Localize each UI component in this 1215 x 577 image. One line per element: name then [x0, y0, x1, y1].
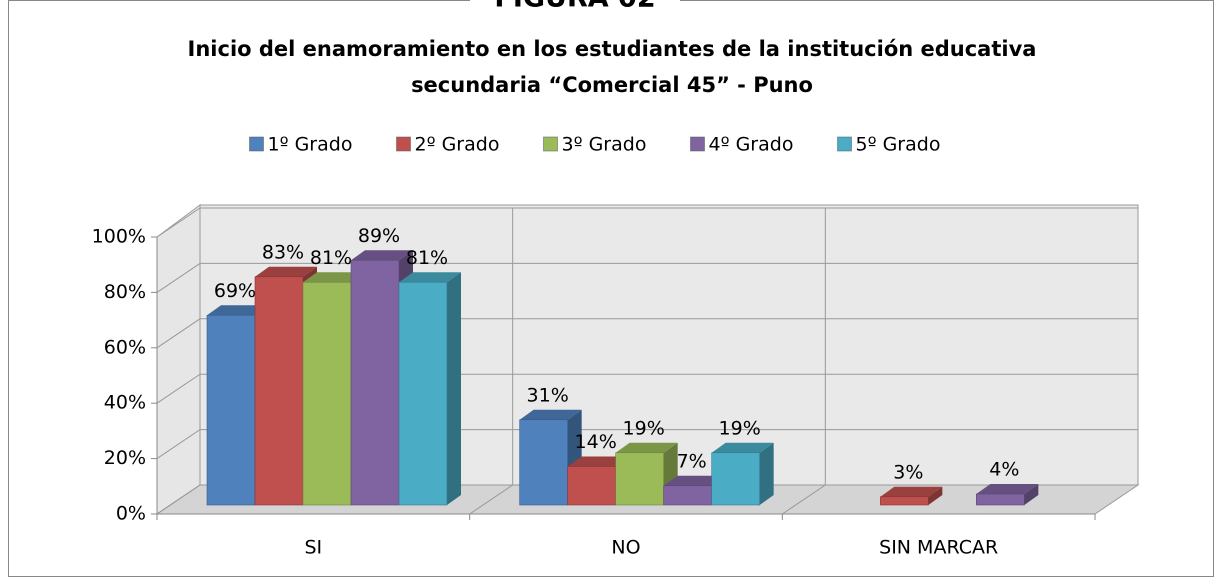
bar [398, 272, 461, 506]
bar [567, 456, 630, 506]
legend-swatch [543, 136, 558, 152]
bar-face [447, 272, 461, 505]
legend-swatch [249, 136, 264, 152]
bar-face [663, 475, 726, 486]
bar-face [519, 409, 582, 420]
bar-face [351, 250, 413, 261]
y-tick-label: 40% [104, 392, 146, 414]
bar-face [928, 486, 943, 505]
side-wall [156, 204, 201, 515]
legend-label: 3º Grado [562, 134, 647, 156]
bar-face [350, 259, 400, 506]
y-tick-label: 20% [104, 447, 146, 469]
y-tick-label: 100% [92, 226, 146, 248]
bar-face [206, 314, 256, 506]
bar-face [976, 493, 1025, 506]
x-tick-label: SI [304, 537, 322, 559]
bar-face [880, 496, 929, 506]
legend-label: 5º Grado [856, 134, 941, 156]
bar-face [880, 486, 943, 497]
legend-label: 1º Grado [268, 134, 353, 156]
bar-face [615, 452, 664, 506]
bar-face [567, 466, 616, 506]
y-tick-label: 60% [104, 336, 146, 358]
data-label: 81% [310, 247, 352, 269]
bar [711, 442, 774, 506]
bar-face [976, 484, 1039, 494]
divider [782, 484, 826, 515]
bar-face [567, 456, 630, 467]
bar-face [615, 442, 678, 453]
bar-face [519, 419, 568, 506]
data-label: 7% [677, 450, 707, 472]
divider [469, 484, 513, 515]
bar-face [663, 485, 712, 506]
data-label: 83% [262, 241, 304, 263]
x-tick-label: SIN MARCAR [879, 537, 998, 559]
x-tick-label: NO [611, 537, 640, 559]
bar [976, 484, 1039, 506]
data-label: 3% [893, 461, 923, 483]
data-label: 19% [623, 417, 665, 439]
bar [880, 486, 943, 506]
bar-face [398, 281, 448, 506]
legend-label: 2º Grado [415, 134, 500, 156]
legend-swatch [690, 136, 705, 152]
bar [519, 409, 582, 506]
bar-face [254, 276, 304, 506]
y-tick-label: 0% [116, 503, 146, 525]
bar-face [399, 272, 461, 283]
bar-face [255, 266, 317, 277]
chart-title: secundaria “Comercial 45” - Puno [411, 73, 813, 97]
bar-face [711, 442, 774, 453]
data-label: 69% [214, 280, 256, 302]
data-label: 89% [358, 225, 400, 247]
bar-face [1024, 484, 1039, 505]
bar-face [207, 305, 269, 316]
heading-bg [470, 0, 680, 12]
legend-swatch [837, 136, 852, 152]
y-tick-label: 80% [104, 281, 146, 303]
legend-label: 4º Grado [709, 134, 794, 156]
heading: FIGURA 02 [494, 0, 655, 14]
data-label: 4% [989, 459, 1019, 481]
bar-face [302, 281, 352, 506]
chart-title: Inicio del enamoramiento en los estudian… [188, 37, 1037, 61]
bar-face [303, 272, 365, 283]
data-label: 31% [527, 384, 569, 406]
bar-face [759, 442, 774, 505]
data-label: 81% [406, 247, 448, 269]
legend-swatch [396, 136, 411, 152]
data-label: 19% [719, 417, 761, 439]
bar-face [711, 452, 760, 506]
data-label: 14% [575, 431, 617, 453]
